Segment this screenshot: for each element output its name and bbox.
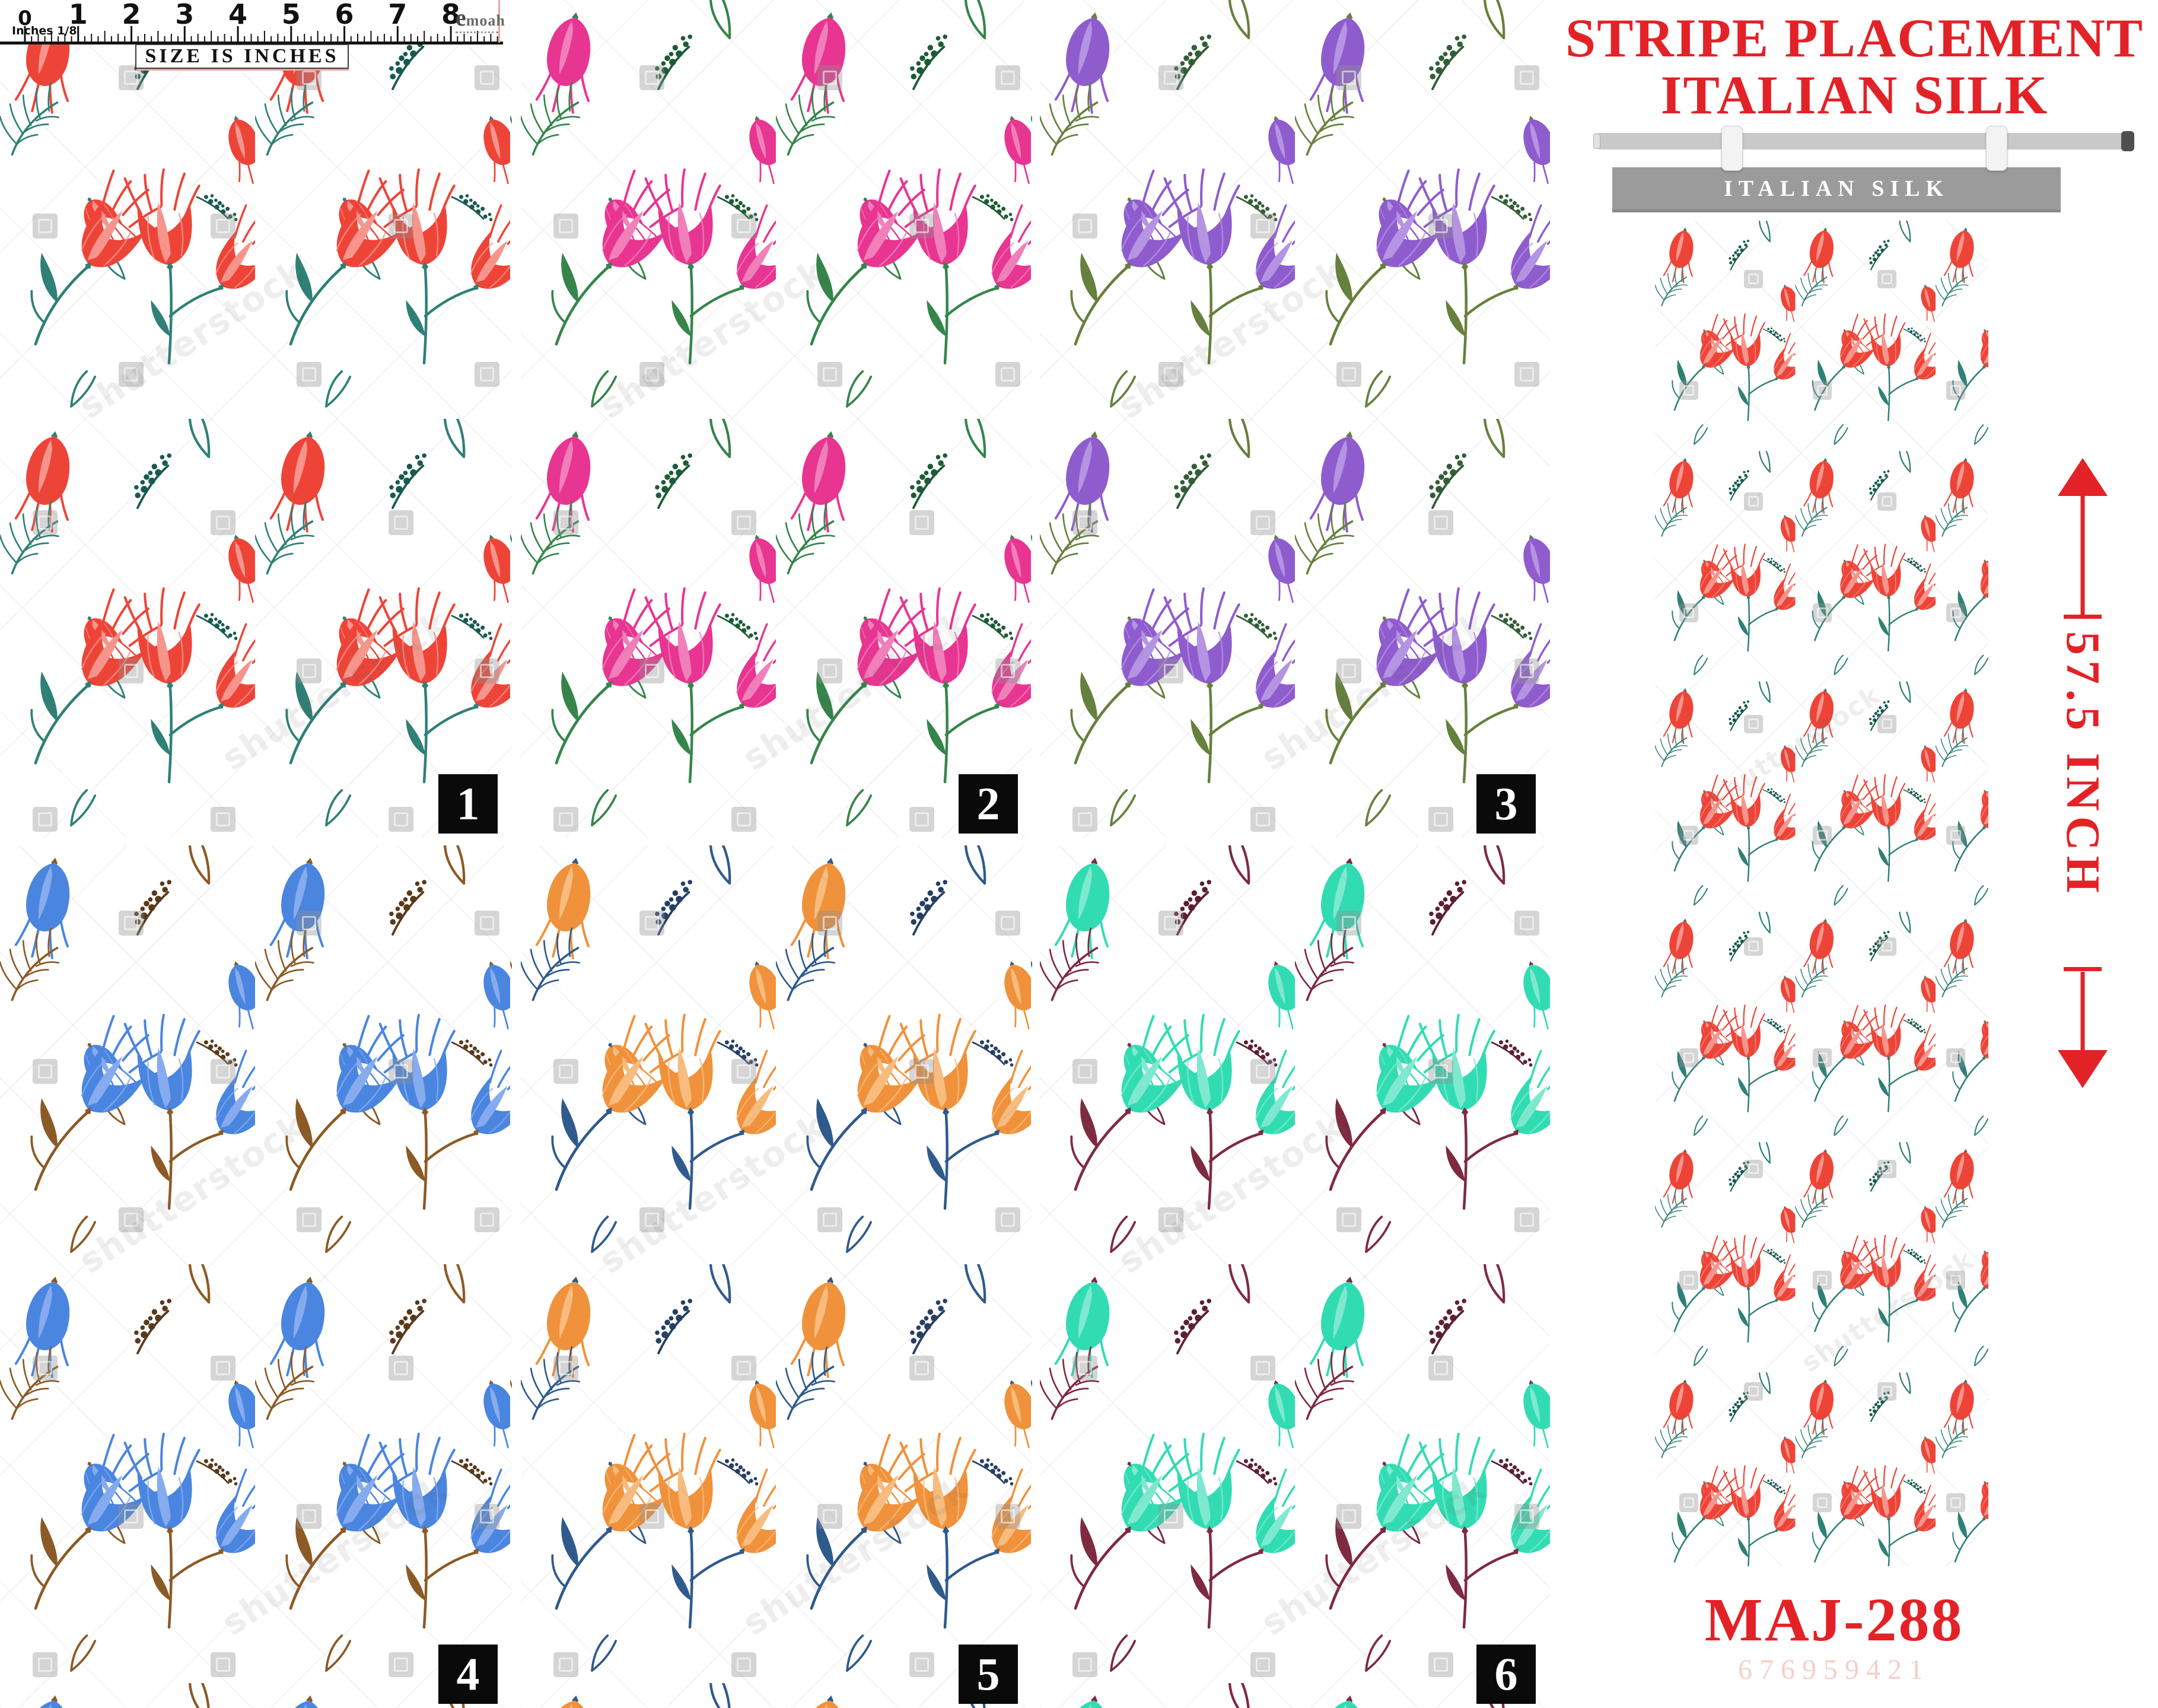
ruler-number: 7: [388, 0, 407, 30]
ruler-brand-logo: emoah: [456, 6, 509, 33]
ruler: 0 1 2 3 4 5 6 7 8 Inches 1/8 SIZE IS INCHES emoah: [0, 0, 511, 74]
fabric-swatch-3: shutterstockshutterstock3: [1040, 0, 1550, 838]
brand-name: moah: [466, 12, 505, 29]
pink-endline: [498, 0, 500, 43]
ruler-unit-label: Inches 1/8: [12, 24, 77, 37]
panel-title-line1: STRIPE PLACEMENT: [1565, 8, 2144, 68]
rod-clip-left: [1721, 126, 1743, 171]
ruler-number: 4: [228, 0, 247, 30]
ruler-ticks: 0 1 2 3 4 5 6 7 8 Inches 1/8: [0, 0, 503, 44]
ruler-number: 2: [122, 0, 141, 30]
swatch-number-badge: 2: [959, 774, 1018, 834]
arrow-down-icon: [2058, 1050, 2108, 1088]
swatch-number-badge: 4: [438, 1645, 498, 1704]
brand-initial: e: [456, 4, 466, 31]
fabric-swatch-6: shutterstockshutterstock6: [1040, 845, 1550, 1708]
ruler-number: 8: [441, 0, 460, 30]
ruler-number: 1: [69, 0, 88, 30]
rod-cap-left: [1593, 133, 1600, 149]
swatch-number-badge: 3: [1476, 774, 1536, 834]
ruler-number: 3: [175, 0, 194, 30]
panel-title: STRIPE PLACEMENT ITALIAN SILK: [1551, 9, 2158, 123]
fabric-strip-preview: shutterstockshutterstock: [1655, 221, 1988, 1566]
measure-line-top: [2080, 494, 2085, 617]
rod-cap-right: [2121, 131, 2134, 151]
pink-underline: [136, 69, 349, 71]
fabric-banner: ITALIAN SILK: [1612, 167, 2061, 212]
measure-crossbar-top: [2064, 615, 2102, 619]
design-code: MAJ-288: [1704, 1586, 1964, 1654]
ruler-number: 6: [335, 0, 354, 30]
ruler-number: 0: [18, 7, 32, 30]
ruler-caption-box: SIZE IS INCHES: [135, 44, 349, 69]
fabric-swatch-4: shutterstockshutterstock4: [0, 845, 512, 1708]
design-code-number: 676959421: [1738, 1654, 1930, 1686]
footer: MAJ-288 676959421: [1656, 1588, 2012, 1686]
measure-label: 57.5 INCH: [2057, 631, 2109, 898]
measure-line-bottom: [2080, 972, 2085, 1052]
brand-tagline: [456, 31, 498, 33]
panel-title-line2: ITALIAN SILK: [1660, 65, 2049, 125]
swatch-number-badge: 6: [1476, 1645, 1536, 1704]
fabric-swatch-2: shutterstockshutterstock2: [521, 0, 1032, 838]
fabric-swatch-1: shutterstockshutterstock1: [0, 0, 512, 838]
arrow-up-icon: [2058, 458, 2108, 496]
swatch-number-badge: 1: [438, 774, 498, 834]
ruler-number: 5: [282, 0, 301, 30]
fabric-banner-label: ITALIAN SILK: [1723, 176, 1950, 201]
length-measure: 57.5 INCH: [2048, 458, 2118, 1088]
swatch-number-badge: 5: [959, 1645, 1018, 1704]
fabric-swatch-5: shutterstockshutterstock5: [521, 845, 1032, 1708]
measure-crossbar-bottom: [2064, 967, 2102, 971]
hanging-rod: [1593, 131, 2134, 151]
rod-clip-right: [1986, 126, 2007, 171]
ruler-caption: SIZE IS INCHES: [145, 45, 339, 67]
